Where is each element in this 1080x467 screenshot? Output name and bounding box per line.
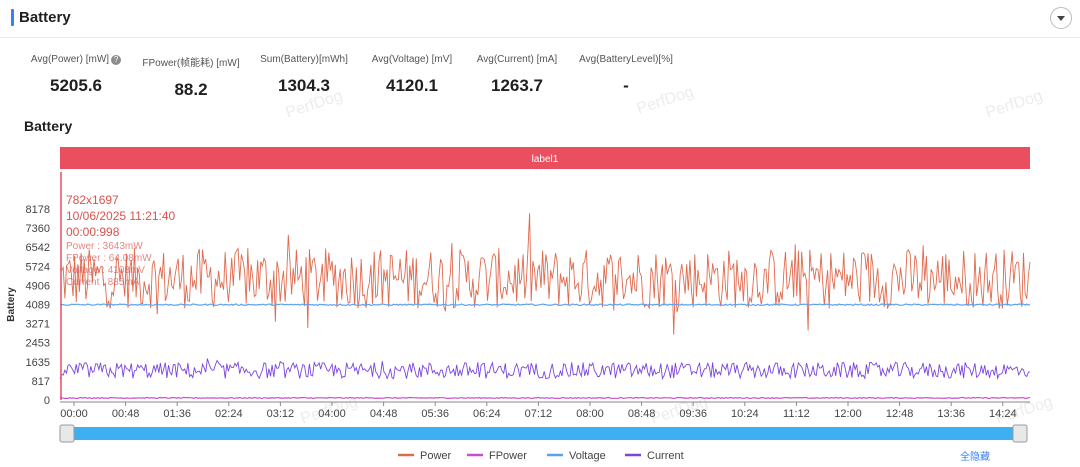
x-tick-label: 14:24 [989,408,1017,420]
y-tick-label: 8178 [26,204,50,216]
tooltip-line: 782x1697 [66,193,119,207]
tooltip-line: 00:00:998 [66,225,120,239]
y-tick-label: 4089 [26,300,50,312]
y-tick-label: 1635 [26,357,50,369]
x-tick-label: 12:00 [834,408,862,420]
legend-label[interactable]: Power [420,450,452,462]
series-line-voltage [60,303,1031,307]
chart-section-title: Battery [24,118,73,134]
chevron-down-icon [1057,16,1065,21]
x-tick-label: 08:48 [628,408,656,420]
x-tick-label: 02:24 [215,408,243,420]
metric-label: Avg(BatteryLevel)[%] [579,54,673,65]
legend-label[interactable]: Voltage [569,450,606,462]
metric-value: 4120.1 [386,76,438,95]
x-tick-label: 04:48 [370,408,398,420]
x-tick-label: 06:24 [473,408,501,420]
metric-label: FPower(帧能耗) [mW] [142,58,240,69]
time-range-slider[interactable] [59,424,1028,443]
tooltip-line: 10/06/2025 11:21:40 [66,209,176,223]
x-tick-label: 10:24 [731,408,759,420]
slider-track[interactable] [68,427,1020,440]
metric-value: - [623,76,629,95]
x-tick-label: 05:36 [421,408,449,420]
tooltip-series-value: Current : 885mA [66,277,140,288]
series-line-power [59,213,1031,335]
metric-value: 1263.7 [491,76,543,95]
legend: Power FPower Voltage Current [398,450,684,462]
metric-avg-power: Avg(Power) [mW]? 5205.6 [30,54,122,96]
tooltip-series-value: FPower : 64.08mW [66,253,152,264]
panel-header: Battery [0,0,1080,38]
metric-label: Avg(Current) [mA] [476,54,558,65]
metric-fpower: FPower(帧能耗) [mW] 88.2 [141,54,241,100]
metric-sum-battery: Sum(Battery)[mWh] 1304.3 [256,54,352,96]
x-tick-label: 01:36 [163,408,191,420]
metric-label: Avg(Voltage) [mV] [371,54,453,65]
y-tick-label: 3271 [26,319,50,331]
help-icon[interactable]: ? [111,55,122,65]
x-tick-label: 12:48 [886,408,914,420]
y-tick-label: 817 [32,376,50,388]
legend-label[interactable]: FPower [489,450,527,462]
slider-handle-left[interactable] [59,424,75,443]
legend-label[interactable]: Current [647,450,684,462]
y-tick-label: 6542 [26,242,50,254]
x-tick-label: 04:00 [318,408,346,420]
label-band-text: label1 [532,154,559,165]
x-tick-label: 00:48 [112,408,140,420]
series-line-fpower [59,396,1030,400]
y-tick-label: 2453 [26,338,50,350]
x-tick-label: 07:12 [525,408,553,420]
tooltip-series-value: Voltage : 4108mV [66,265,145,276]
slider-handle-right[interactable] [1012,424,1028,443]
metric-value: 88.2 [174,80,208,99]
x-axis: 00:00 00:48 01:36 02:24 03:12 04:00 04:48 05:36… [60,401,1030,420]
x-tick-label: 11:12 [783,408,810,420]
metric-value: 1304.3 [278,76,330,95]
x-tick-label: 03:12 [267,408,295,420]
metric-avg-current: Avg(Current) [mA] 1263.7 [472,54,562,96]
y-tick-label: 7360 [26,223,50,235]
x-tick-label: 09:36 [679,408,707,420]
y-axis-label: Battery [6,287,17,322]
title-accent-bar [11,9,14,26]
y-tick-label: 5724 [26,261,50,273]
series-group [59,213,1031,400]
panel-title: Battery [19,9,71,26]
metric-avg-voltage: Avg(Voltage) [mV] 4120.1 [367,54,457,96]
label-band[interactable] [60,147,1030,169]
x-tick-label: 13:36 [937,408,965,420]
metric-label: Sum(Battery)[mWh] [260,54,348,65]
metric-avg-battery-level: Avg(BatteryLevel)[%] - [576,54,676,96]
x-tick-label: 08:00 [576,408,604,420]
y-tick-label: 0 [44,395,50,407]
y-tick-label: 4906 [26,280,50,292]
collapse-button[interactable] [1050,7,1072,29]
hide-all-link[interactable]: 全隐藏 [960,452,990,463]
metric-label: Avg(Power) [mW] [30,54,110,65]
metric-value: 5205.6 [50,76,102,95]
series-line-current [59,358,1031,381]
hover-tooltip: 782x1697 10/06/2025 11:21:40 00:00:998 Powe… [66,193,176,288]
tooltip-series-value: Power : 3643mW [66,241,143,252]
x-tick-label: 00:00 [60,408,88,420]
y-axis: 0 817 1635 2453 3271 4089 4906 5724 6542 7360 8178 [26,204,50,407]
